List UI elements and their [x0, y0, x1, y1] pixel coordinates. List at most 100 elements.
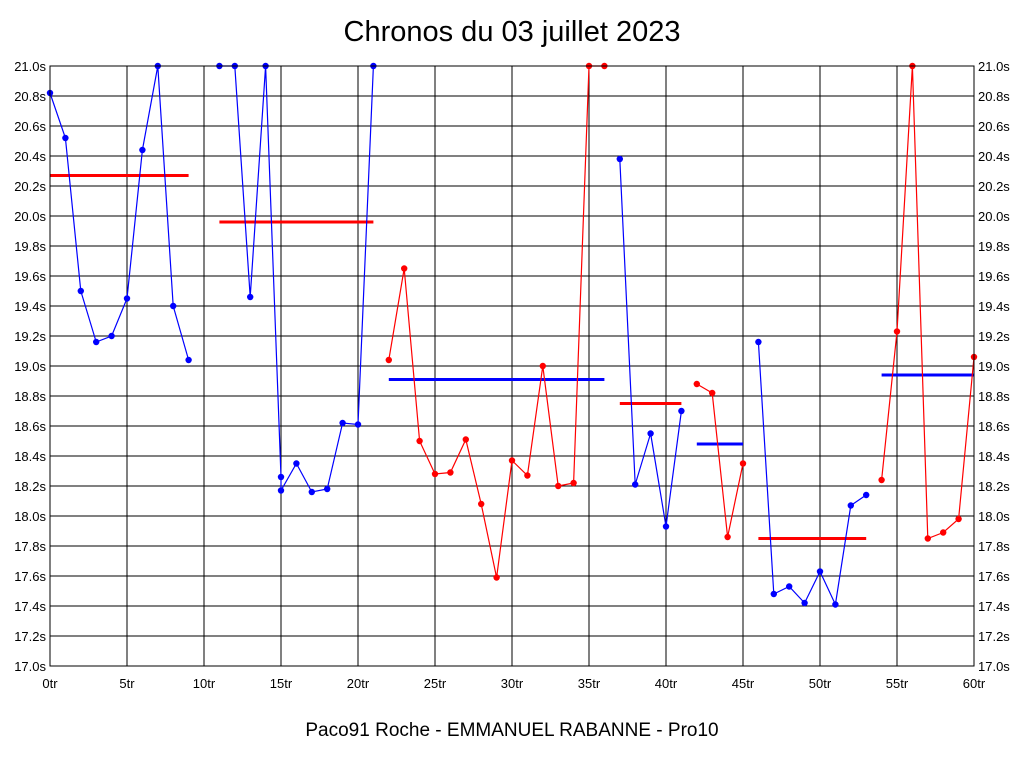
y-tick-label-right: 17.0s: [978, 659, 1010, 674]
y-tick-label: 20.8s: [14, 89, 46, 104]
y-tick-label-right: 20.2s: [978, 179, 1010, 194]
y-tick-label-right: 18.8s: [978, 389, 1010, 404]
data-point: [878, 476, 885, 484]
plot-frame: [49, 65, 975, 667]
y-tick-label: 18.6s: [14, 419, 46, 434]
y-tick-label: 20.4s: [14, 149, 46, 164]
data-point: [108, 332, 115, 340]
data-point: [431, 470, 439, 478]
series-line: [219, 65, 374, 493]
data-point: [62, 134, 69, 142]
y-tick-label-right: 19.0s: [978, 359, 1010, 374]
data-point: [247, 293, 254, 301]
y-tick-label: 18.8s: [14, 389, 46, 404]
y-tick-label: 19.0s: [14, 359, 46, 374]
y-tick-label-right: 20.4s: [978, 149, 1010, 164]
data-point: [940, 529, 947, 536]
data-point: [277, 473, 285, 481]
y-tick-label-right: 18.2s: [978, 479, 1010, 494]
grid-lines: [49, 65, 975, 667]
y-tick-label: 21.0s: [14, 59, 46, 74]
data-point: [385, 356, 392, 364]
x-tick-label: 50tr: [809, 676, 832, 691]
data-point: [693, 380, 700, 388]
data-point: [277, 487, 285, 494]
data-point: [170, 302, 177, 310]
y-tick-label: 18.4s: [14, 449, 46, 464]
data-point: [185, 356, 192, 364]
data-point: [293, 460, 300, 467]
y-tick-label: 17.6s: [14, 569, 46, 584]
data-point: [801, 599, 808, 607]
data-point: [324, 485, 331, 493]
data-point: [447, 469, 454, 476]
y-tick-label: 18.2s: [14, 479, 46, 494]
data-point: [847, 502, 854, 509]
y-tick-label: 20.6s: [14, 119, 46, 134]
x-axis-labels: 0tr 5tr 10tr 15tr 20tr 25tr 30tr 35tr 40tr 45tr 50…: [42, 676, 985, 691]
y-axis-left-labels: 17.0s 17.2s 17.4s 17.6s 17.8s 18.0s 18.2s 18.4s…: [14, 59, 46, 674]
y-tick-label-right: 19.8s: [978, 239, 1010, 254]
x-tick-label: 40tr: [655, 676, 678, 691]
data-point: [139, 146, 146, 154]
y-tick-label-right: 18.4s: [978, 449, 1010, 464]
y-tick-label-right: 18.0s: [978, 509, 1010, 524]
data-point: [123, 295, 131, 302]
y-tick-label: 19.8s: [14, 239, 46, 254]
y-tick-label: 17.4s: [14, 599, 46, 614]
y-tick-label: 19.6s: [14, 269, 46, 284]
x-tick-label: 60tr: [963, 676, 986, 691]
y-tick-label-right: 21.0s: [978, 59, 1010, 74]
data-point: [678, 407, 685, 415]
data-point: [539, 362, 546, 370]
data-point: [832, 601, 839, 608]
data-point: [955, 515, 962, 523]
x-tick-label: 45tr: [732, 676, 755, 691]
y-tick-label: 17.8s: [14, 539, 46, 554]
data-point: [662, 523, 670, 530]
data-point: [816, 568, 824, 575]
data-point: [462, 436, 469, 443]
x-tick-label: 35tr: [578, 676, 601, 691]
y-tick-label-right: 18.6s: [978, 419, 1010, 434]
data-point: [401, 265, 408, 272]
data-point: [724, 533, 731, 541]
data-point: [893, 328, 901, 335]
chart-title: Chronos du 03 juillet 2023: [343, 16, 681, 48]
y-tick-label-right: 17.2s: [978, 629, 1010, 644]
y-tick-label-right: 19.4s: [978, 299, 1010, 314]
data-point: [493, 574, 500, 581]
series-line: [619, 158, 682, 527]
y-tick-label-right: 20.0s: [978, 209, 1010, 224]
data-point: [77, 287, 85, 295]
series-line: [388, 65, 605, 578]
y-tick-label: 17.0s: [14, 659, 46, 674]
data-point: [647, 430, 654, 437]
data-point: [339, 419, 346, 427]
y-axis-right-labels: 17.0s 17.2s 17.4s 17.6s 17.8s 18.0s 18.2s 18.4s…: [978, 59, 1010, 674]
data-point: [416, 437, 423, 445]
data-point: [478, 500, 485, 508]
x-tick-label: 20tr: [347, 676, 370, 691]
y-tick-label: 18.0s: [14, 509, 46, 524]
y-tick-label-right: 17.8s: [978, 539, 1010, 554]
data-point: [308, 488, 315, 496]
x-tick-label: 55tr: [886, 676, 909, 691]
data-point: [570, 479, 577, 487]
data-point: [354, 421, 362, 428]
y-tick-label-right: 20.6s: [978, 119, 1010, 134]
series-line: [49, 65, 190, 361]
data-point: [739, 460, 747, 467]
y-tick-label-right: 19.2s: [978, 329, 1010, 344]
x-tick-label: 10tr: [193, 676, 216, 691]
data-point: [863, 491, 870, 499]
series-line: [696, 383, 744, 538]
data-point: [709, 389, 716, 397]
y-tick-label-right: 19.6s: [978, 269, 1010, 284]
data-point: [786, 583, 793, 590]
x-tick-label: 5tr: [119, 676, 135, 691]
average-lines: [50, 174, 974, 540]
data-point: [555, 482, 562, 490]
data-series: [46, 62, 978, 608]
